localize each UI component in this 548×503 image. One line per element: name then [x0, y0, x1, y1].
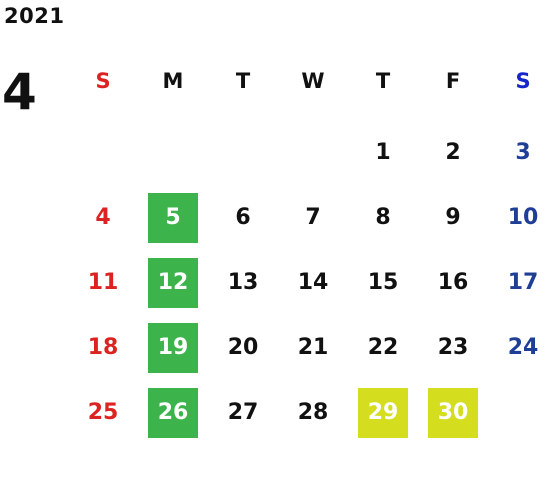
day-number: 29 [358, 387, 408, 438]
day-cell: 13 [208, 250, 278, 315]
day-number: 12 [148, 257, 198, 308]
day-number: 10 [507, 205, 539, 230]
day-number: 15 [367, 270, 399, 295]
day-number: 28 [297, 400, 329, 425]
year-label: 2021 [4, 4, 65, 28]
day-cell [488, 380, 548, 445]
day-number: 3 [515, 140, 531, 165]
day-cell: 15 [348, 250, 418, 315]
day-cell: 8 [348, 185, 418, 250]
day-number: 22 [367, 335, 399, 360]
day-number: 23 [437, 335, 469, 360]
day-number: 17 [507, 270, 539, 295]
day-cell: 9 [418, 185, 488, 250]
day-number: 14 [297, 270, 329, 295]
month-number: 4 [2, 63, 37, 121]
day-number: 2 [445, 140, 461, 165]
day-number: 6 [235, 205, 251, 230]
day-number: 19 [148, 322, 198, 373]
day-cell [278, 120, 348, 185]
calendar-grid: S M T W T F S 1 2 3 4 5 6 7 8 9 10 11 12… [68, 55, 548, 445]
day-number: 5 [148, 192, 198, 243]
day-cell: 22 [348, 315, 418, 380]
day-cell: 21 [278, 315, 348, 380]
weekday-header-wed: W [301, 69, 325, 93]
day-number: 21 [297, 335, 329, 360]
day-number: 18 [87, 335, 119, 360]
day-cell: 24 [488, 315, 548, 380]
day-number: 20 [227, 335, 259, 360]
day-cell [208, 120, 278, 185]
day-cell: 3 [488, 120, 548, 185]
day-number: 8 [375, 205, 391, 230]
day-number: 26 [148, 387, 198, 438]
day-cell: 25 [68, 380, 138, 445]
day-cell: 18 [68, 315, 138, 380]
weekday-header-thu: T [375, 69, 391, 93]
weekday-header-fri: F [445, 69, 461, 93]
day-cell: 2 [418, 120, 488, 185]
day-number: 25 [87, 400, 119, 425]
weekday-header-tue: T [235, 69, 251, 93]
day-cell-highlighted: 5 [138, 185, 208, 250]
day-cell [138, 120, 208, 185]
day-number: 1 [375, 140, 391, 165]
day-cell [68, 120, 138, 185]
day-number: 27 [227, 400, 259, 425]
day-cell: 28 [278, 380, 348, 445]
day-cell-highlighted: 19 [138, 315, 208, 380]
day-cell: 7 [278, 185, 348, 250]
day-number: 24 [507, 335, 539, 360]
day-cell: 4 [68, 185, 138, 250]
day-cell-highlighted: 12 [138, 250, 208, 315]
day-number: 7 [305, 205, 321, 230]
day-number: 16 [437, 270, 469, 295]
day-cell: 10 [488, 185, 548, 250]
day-cell: 16 [418, 250, 488, 315]
weekday-header-sat: S [515, 69, 531, 93]
day-number: 13 [227, 270, 259, 295]
day-cell: 17 [488, 250, 548, 315]
day-cell-highlighted: 29 [348, 380, 418, 445]
day-cell: 14 [278, 250, 348, 315]
day-number: 11 [87, 270, 119, 295]
day-number: 30 [428, 387, 478, 438]
day-cell-highlighted: 30 [418, 380, 488, 445]
day-cell: 23 [418, 315, 488, 380]
weekday-header-mon: M [162, 69, 184, 93]
day-cell: 20 [208, 315, 278, 380]
day-cell: 27 [208, 380, 278, 445]
day-cell: 6 [208, 185, 278, 250]
day-number: 9 [445, 205, 461, 230]
weekday-header-sun: S [95, 69, 111, 93]
day-cell: 11 [68, 250, 138, 315]
day-cell-highlighted: 26 [138, 380, 208, 445]
day-number: 4 [95, 205, 111, 230]
day-cell: 1 [348, 120, 418, 185]
